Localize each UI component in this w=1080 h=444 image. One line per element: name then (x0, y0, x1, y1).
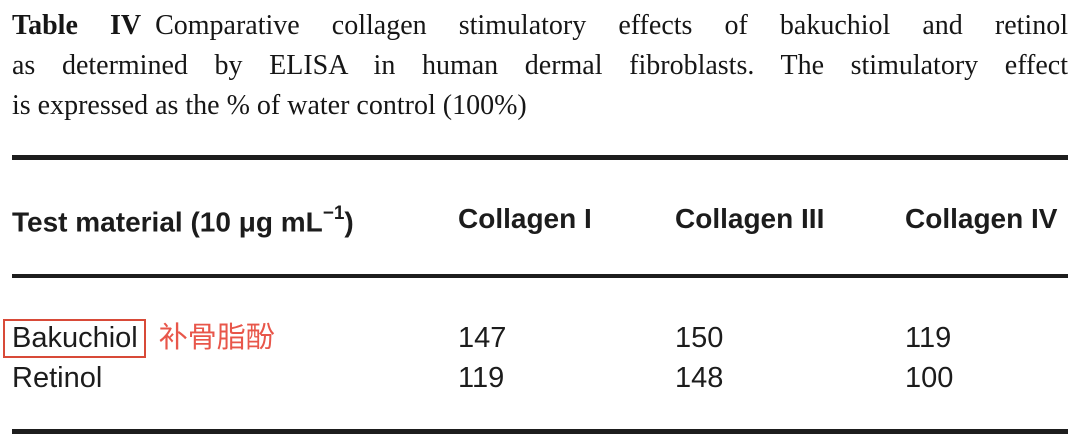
table-rule-bottom (12, 429, 1068, 435)
col-header-test-material: Test material (10 μg mL−1) (12, 201, 458, 237)
col-header-collagen-iii: Collagen III (675, 203, 825, 235)
value-cell-collagen-i: 119 (458, 362, 505, 395)
value-cell-collagen-iii: 150 (675, 322, 724, 355)
material-label-bakuchiol: Bakuchiol (12, 321, 138, 354)
table-row-retinol: Retinol 119 148 100 (12, 358, 1068, 398)
material-cell-bakuchiol: Bakuchiol 补骨脂酚 (3, 318, 458, 358)
table-caption-line1-text: Comparative collagen stimulatory effects… (155, 10, 1068, 41)
table-header-row: Test material (10 μg mL−1) Collagen I Co… (12, 160, 1068, 274)
test-material-header-suffix: ) (344, 206, 354, 238)
annotation-translation-cn: 补骨脂酚 (158, 322, 275, 355)
table-rule-mid (12, 274, 1068, 279)
table-caption: Table IV Comparative collagen stimulatory… (12, 0, 1068, 126)
table-caption-line-3: is expressed as the % of water control (… (12, 90, 527, 121)
table-rule-top (12, 155, 1068, 160)
value-cell-collagen-iv: 100 (905, 362, 954, 395)
value-cell-collagen-iii: 148 (675, 362, 724, 395)
annotation-highlight-box: Bakuchiol (3, 318, 146, 358)
test-material-header-superscript: −1 (322, 203, 345, 224)
col-header-collagen-i: Collagen I (458, 203, 592, 235)
col-header-collagen-iv: Collagen IV (905, 203, 1058, 235)
table-body: Bakuchiol 补骨脂酚 147 150 119 Retinol 119 1… (3, 278, 1068, 398)
value-cell-collagen-iv: 119 (905, 322, 952, 355)
material-label-retinol: Retinol (12, 362, 103, 395)
test-material-header-text: Test material (10 μg mL (12, 206, 323, 238)
table-caption-line-1: Table IV Comparative collagen stimulatory… (12, 6, 1068, 46)
material-cell-retinol: Retinol (12, 358, 458, 398)
table-caption-line-2: as determined by ELISA in human dermal f… (12, 50, 1068, 81)
table-row-bakuchiol: Bakuchiol 补骨脂酚 147 150 119 (3, 318, 1068, 358)
value-cell-collagen-i: 147 (458, 322, 507, 355)
table-caption-label: Table IV (12, 10, 142, 41)
